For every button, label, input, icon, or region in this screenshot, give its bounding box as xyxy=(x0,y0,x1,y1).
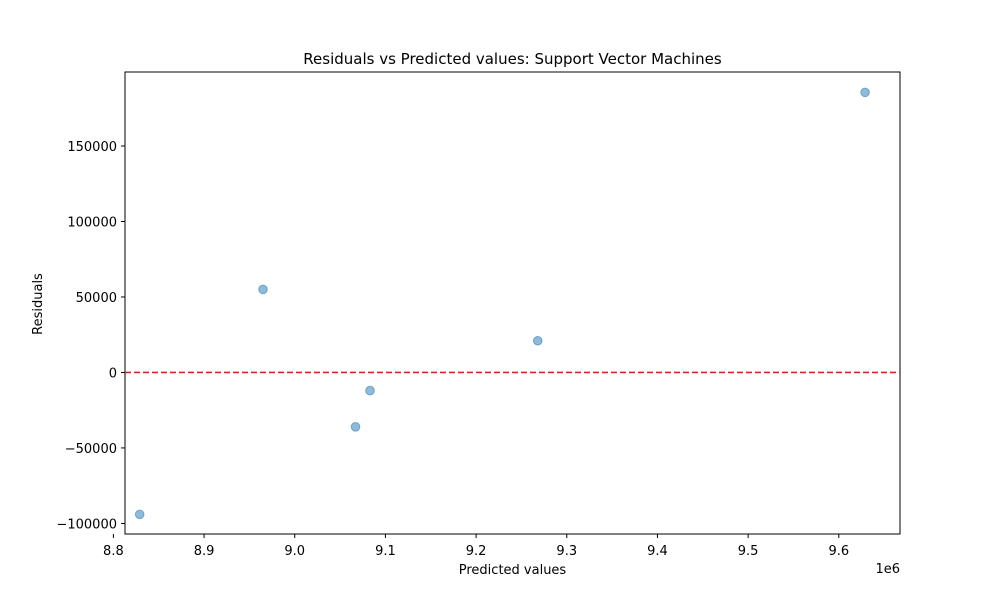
x-tick-label: 9.2 xyxy=(466,544,487,559)
scatter-point xyxy=(860,87,870,98)
y-tick-label: −100000 xyxy=(56,517,117,532)
plot-area: 8.8 8.9 9.0 9.1 9.2 9.3 9.4 9.5 9.6 −100000 −50000… xyxy=(56,71,901,559)
y-tick-label: 100000 xyxy=(67,215,117,230)
y-tick-label: 150000 xyxy=(67,140,117,155)
plot-frame xyxy=(124,71,901,535)
scatter-point xyxy=(258,284,268,295)
x-axis-label: Predicted values xyxy=(459,563,567,578)
x-tick-label: 9.5 xyxy=(738,544,759,559)
y-tick-label: −50000 xyxy=(65,442,117,457)
y-tick-label: 0 xyxy=(109,366,117,381)
x-tick-label: 9.1 xyxy=(375,544,396,559)
x-tick-label: 8.9 xyxy=(194,544,215,559)
scatter-point xyxy=(350,422,361,432)
y-tick-label: 50000 xyxy=(76,291,117,306)
x-tick-label: 9.3 xyxy=(556,544,577,559)
x-tick-label: 9.0 xyxy=(284,544,305,559)
x-axis-offset-label: 1e6 xyxy=(875,562,900,577)
x-tick-label: 8.8 xyxy=(103,544,124,559)
scatter-point xyxy=(365,385,375,396)
x-tick-label: 9.6 xyxy=(828,544,849,559)
y-axis-label: Residuals xyxy=(31,273,46,335)
x-tick-label: 9.4 xyxy=(647,544,668,559)
chart-title: Residuals vs Predicted values: Support V… xyxy=(303,50,722,68)
scatter-point xyxy=(532,335,543,346)
scatter-point xyxy=(134,509,145,520)
